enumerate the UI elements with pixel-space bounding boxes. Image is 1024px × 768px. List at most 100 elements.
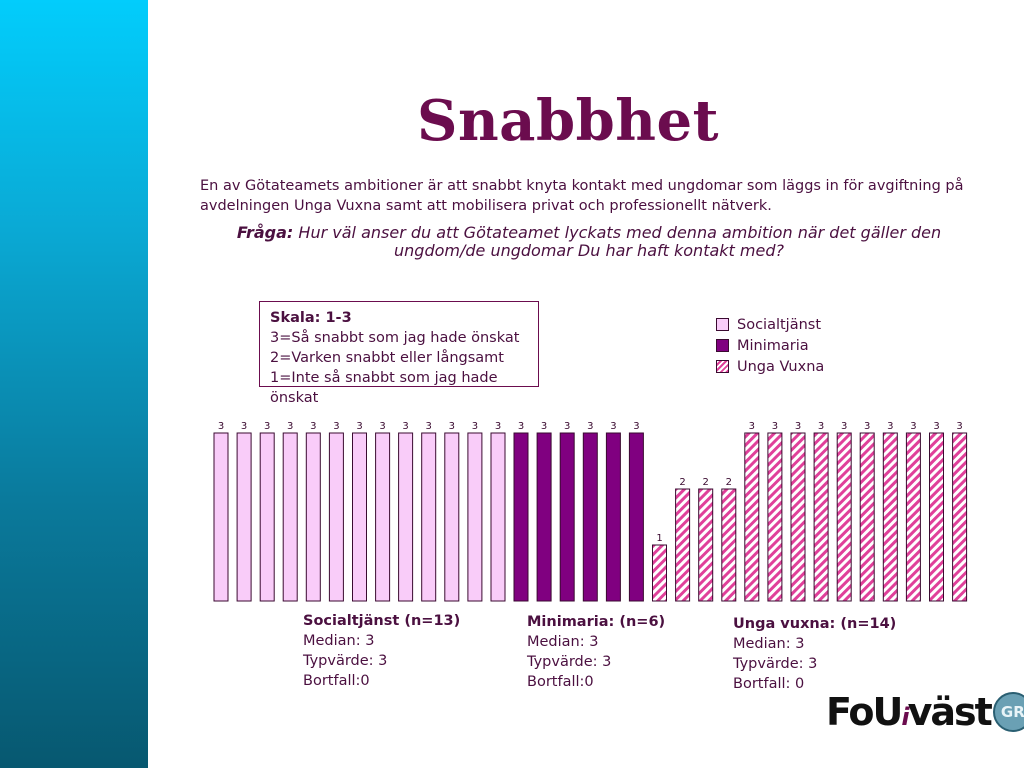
bar-value-label: 3 <box>610 421 616 432</box>
bar-minimaria-3 <box>559 432 575 602</box>
bar-unga-vuxna-11 <box>882 432 898 602</box>
group-name: Unga vuxna: (n=14) <box>733 616 897 632</box>
bar-unga-vuxna-5 <box>744 432 760 602</box>
bar-value-label: 3 <box>841 421 847 432</box>
bar-unga-vuxna-7 <box>790 432 806 602</box>
bar-value-label: 2 <box>703 477 709 488</box>
question-label: Fråga: <box>236 223 294 242</box>
bar-value-label: 3 <box>356 421 362 432</box>
bar-chart: 3 3 3 3 3 3 3 3 3 3 3 3 3 3 3 3 3 3 3 1 2 2 2 3 3 3 3 3 3 3 3 3 3 <box>213 421 968 602</box>
group-stats-socialtjanst: Socialtjänst (n=13) Median: 3 Typvärde: … <box>303 611 460 691</box>
bar-unga-vuxna-13 <box>929 432 944 602</box>
bar-minimaria-2 <box>536 432 552 602</box>
legend-item-socialtjanst: Socialtjänst <box>716 314 824 335</box>
bar-unga-vuxna-6 <box>767 432 783 602</box>
group-stats-unga-vuxna: Unga vuxna: (n=14) Median: 3 Typvärde: 3… <box>733 614 896 694</box>
bar-value-label: 3 <box>402 421 408 432</box>
group-typvarde: Typvärde: 3 <box>303 653 388 669</box>
legend-swatch <box>716 318 729 331</box>
bar-value-label: 3 <box>818 421 824 432</box>
bar-value-label: 3 <box>264 421 270 432</box>
bar-socialtj-nst-5 <box>305 432 321 602</box>
bar-value-label: 3 <box>633 421 639 432</box>
bar-socialtj-nst-8 <box>375 432 391 602</box>
group-median: Median: 3 <box>527 634 599 650</box>
bar-socialtj-nst-3 <box>259 432 275 602</box>
legend-swatch <box>716 339 729 352</box>
bar-value-label: 3 <box>772 421 778 432</box>
question-text: Hur väl anser du att Götateamet lyckats … <box>298 223 942 260</box>
legend-item-minimaria: Minimaria <box>716 335 824 356</box>
bar-minimaria-1 <box>513 432 529 602</box>
bar-socialtj-nst-7 <box>352 432 367 602</box>
gr-badge-icon: GR <box>992 692 1024 732</box>
bar-socialtj-nst-12 <box>467 432 483 602</box>
bar-socialtj-nst-2 <box>236 432 252 602</box>
bar-value-label: 3 <box>449 421 455 432</box>
bar-value-label: 3 <box>887 421 893 432</box>
group-name: Minimaria: (n=6) <box>527 614 666 630</box>
bar-value-label: 1 <box>656 533 662 544</box>
side-band <box>0 0 148 768</box>
bar-value-label: 3 <box>333 421 339 432</box>
bar-value-label: 3 <box>587 421 593 432</box>
bar-value-label: 3 <box>518 421 524 432</box>
bar-socialtj-nst-1 <box>213 432 229 602</box>
scale-line: 2=Varken snabbt eller långsamt <box>270 350 504 366</box>
scale-title: Skala: 1-3 <box>270 310 352 326</box>
bar-unga-vuxna-3 <box>698 488 714 602</box>
bar-value-label: 3 <box>795 421 801 432</box>
bar-socialtj-nst-10 <box>421 432 437 602</box>
fou-i-vast-logo: FoUiväst GR <box>826 690 1024 734</box>
scale-line: 3=Så snabbt som jag hade önskat <box>270 330 520 346</box>
bar-value-label: 3 <box>541 421 547 432</box>
bar-value-label: 3 <box>864 421 870 432</box>
group-median: Median: 3 <box>303 633 375 649</box>
bar-value-label: 3 <box>749 421 755 432</box>
bar-minimaria-6 <box>628 432 644 602</box>
bar-value-label: 3 <box>287 421 293 432</box>
legend-swatch <box>716 360 729 373</box>
group-median: Median: 3 <box>733 636 805 652</box>
bar-value-label: 3 <box>956 421 962 432</box>
group-stats-minimaria: Minimaria: (n=6) Median: 3 Typvärde: 3 B… <box>527 612 665 692</box>
bar-value-label: 3 <box>379 421 385 432</box>
bar-value-label: 3 <box>472 421 478 432</box>
group-typvarde: Typvärde: 3 <box>733 656 818 672</box>
bar-minimaria-4 <box>582 432 598 602</box>
group-typvarde: Typvärde: 3 <box>527 654 612 670</box>
bar-unga-vuxna-8 <box>813 432 829 602</box>
bar-value-label: 3 <box>495 421 501 432</box>
group-bortfall: Bortfall:0 <box>303 673 370 689</box>
bar-value-label: 2 <box>679 477 685 488</box>
bar-socialtj-nst-13 <box>490 432 506 602</box>
bar-minimaria-5 <box>605 432 621 602</box>
group-name: Socialtjänst (n=13) <box>303 613 461 629</box>
bar-value-label: 3 <box>933 421 939 432</box>
group-bortfall: Bortfall:0 <box>527 674 594 690</box>
bar-socialtj-nst-9 <box>398 432 414 602</box>
legend-label: Socialtjänst <box>737 316 822 333</box>
bar-socialtj-nst-6 <box>328 432 344 602</box>
scale-box: Skala: 1-3 3=Så snabbt som jag hade önsk… <box>259 301 539 406</box>
bar-value-label: 3 <box>564 421 570 432</box>
bar-socialtj-nst-11 <box>444 432 460 602</box>
bar-unga-vuxna-2 <box>675 488 691 602</box>
bar-unga-vuxna-14 <box>952 432 968 602</box>
legend-label: Minimaria <box>737 337 809 354</box>
group-bortfall: Bortfall: 0 <box>733 676 805 692</box>
scale-line: 1=Inte så snabbt som jag hade önskat <box>270 370 498 406</box>
bar-unga-vuxna-10 <box>859 432 875 602</box>
question: Fråga: Hur väl anser du att Götateamet l… <box>228 224 950 260</box>
bar-socialtj-nst-4 <box>282 432 298 602</box>
bar-unga-vuxna-12 <box>905 432 921 602</box>
intro-text: En av Götateamets ambitioner är att snab… <box>200 178 964 214</box>
bar-unga-vuxna-4 <box>721 488 737 602</box>
chart-legend: Socialtjänst Minimaria Unga Vuxna <box>716 314 824 377</box>
bar-unga-vuxna-9 <box>836 432 852 602</box>
bar-unga-vuxna-1 <box>652 544 667 602</box>
bar-value-label: 2 <box>726 477 732 488</box>
bar-value-label: 3 <box>241 421 247 432</box>
logo-text: FoUiväst <box>826 690 993 734</box>
bar-value-label: 3 <box>310 421 316 432</box>
